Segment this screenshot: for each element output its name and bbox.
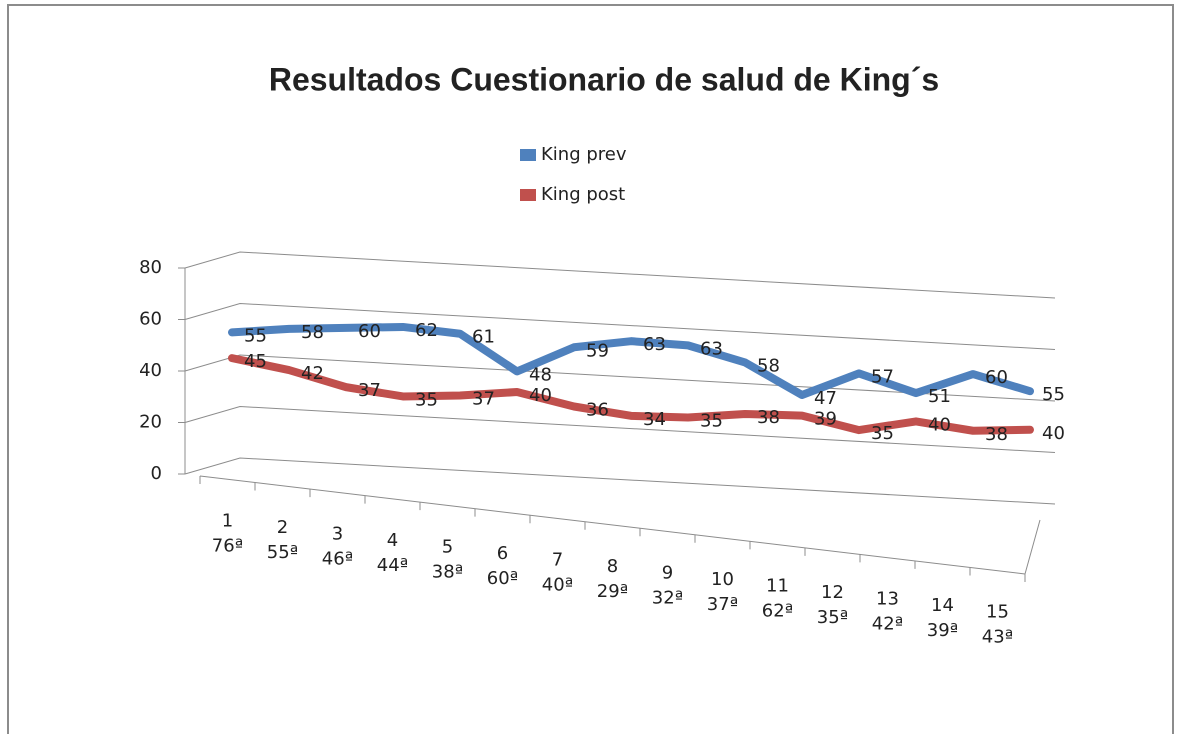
y-tick-label: 40 xyxy=(139,360,162,381)
data-label: 38 xyxy=(757,407,780,428)
x-tick-label: 42ª xyxy=(872,614,903,635)
data-label: 35 xyxy=(700,410,723,431)
data-label: 62 xyxy=(415,320,438,341)
x-tick-label: 8 xyxy=(607,556,618,577)
data-label: 60 xyxy=(985,367,1008,388)
data-label: 35 xyxy=(415,389,438,410)
data-label: 40 xyxy=(1042,423,1065,444)
data-label: 58 xyxy=(757,355,780,376)
data-label: 59 xyxy=(586,340,609,361)
x-tick-label: 9 xyxy=(662,563,673,584)
data-label: 45 xyxy=(244,351,267,372)
legend-label: King post xyxy=(541,184,625,205)
grid-line xyxy=(184,302,1056,350)
data-label: 34 xyxy=(643,409,666,430)
legend-swatch xyxy=(520,149,536,161)
data-label: 36 xyxy=(586,400,609,421)
x-tick-label: 35ª xyxy=(817,607,848,628)
legend-label: King prev xyxy=(541,144,627,165)
data-label: 55 xyxy=(1042,384,1065,405)
x-tick-label: 76ª xyxy=(212,535,243,556)
x-tick-label: 39ª xyxy=(927,620,958,641)
x-tick-label: 46ª xyxy=(322,548,353,569)
x-tick-label: 7 xyxy=(552,549,563,570)
x-tick-label: 44ª xyxy=(377,555,408,576)
data-label: 58 xyxy=(301,322,324,343)
data-label: 63 xyxy=(643,334,666,355)
data-label: 48 xyxy=(529,364,552,385)
data-label: 39 xyxy=(814,409,837,430)
grid-line xyxy=(184,457,1056,505)
series-line xyxy=(228,322,1034,399)
x-tick-label: 13 xyxy=(876,589,899,610)
legend-swatch xyxy=(520,189,536,201)
data-label: 47 xyxy=(814,388,837,409)
x-tick-label: 1 xyxy=(222,510,233,531)
x-tick-label: 62ª xyxy=(762,601,793,622)
data-label: 37 xyxy=(358,380,381,401)
chart-title: Resultados Cuestionario de salud de King… xyxy=(269,61,939,97)
data-label: 57 xyxy=(871,366,894,387)
y-tick-label: 80 xyxy=(139,257,162,278)
x-tick-label: 5 xyxy=(442,536,453,557)
data-label: 40 xyxy=(529,385,552,406)
x-axis xyxy=(199,475,1026,575)
y-tick-label: 0 xyxy=(151,463,162,484)
data-label: 40 xyxy=(928,414,951,435)
x-tick-label: 4 xyxy=(387,530,398,551)
data-label: 61 xyxy=(472,327,495,348)
x-tick-label: 60ª xyxy=(487,568,518,589)
data-label: 51 xyxy=(928,386,951,407)
x-tick-label: 14 xyxy=(931,595,954,616)
grid-line xyxy=(184,405,1056,453)
grid-line xyxy=(184,251,1056,299)
x-tick-label: 37ª xyxy=(707,594,738,615)
data-label: 37 xyxy=(472,389,495,410)
x-tick-label: 2 xyxy=(277,517,288,538)
data-label: 63 xyxy=(700,338,723,359)
x-tick-label: 29ª xyxy=(597,581,628,602)
x-tick-label: 6 xyxy=(497,543,508,564)
x-tick-label: 55ª xyxy=(267,542,298,563)
floor-edge xyxy=(1024,519,1041,575)
series-line xyxy=(228,354,1034,435)
x-tick-label: 38ª xyxy=(432,561,463,582)
data-label: 60 xyxy=(358,321,381,342)
data-label: 42 xyxy=(301,363,324,384)
x-tick-label: 10 xyxy=(711,569,734,590)
data-label: 38 xyxy=(985,424,1008,445)
data-label: 55 xyxy=(244,325,267,346)
chart-border xyxy=(7,4,1174,734)
x-tick-label: 15 xyxy=(986,602,1009,623)
x-tick-label: 3 xyxy=(332,523,343,544)
data-label: 35 xyxy=(871,423,894,444)
y-tick-label: 20 xyxy=(139,412,162,433)
x-tick-label: 12 xyxy=(821,582,844,603)
x-tick-label: 43ª xyxy=(982,627,1013,648)
x-tick-label: 11 xyxy=(766,576,789,597)
x-tick-label: 40ª xyxy=(542,574,573,595)
x-tick-label: 32ª xyxy=(652,588,683,609)
y-tick-label: 60 xyxy=(139,309,162,330)
